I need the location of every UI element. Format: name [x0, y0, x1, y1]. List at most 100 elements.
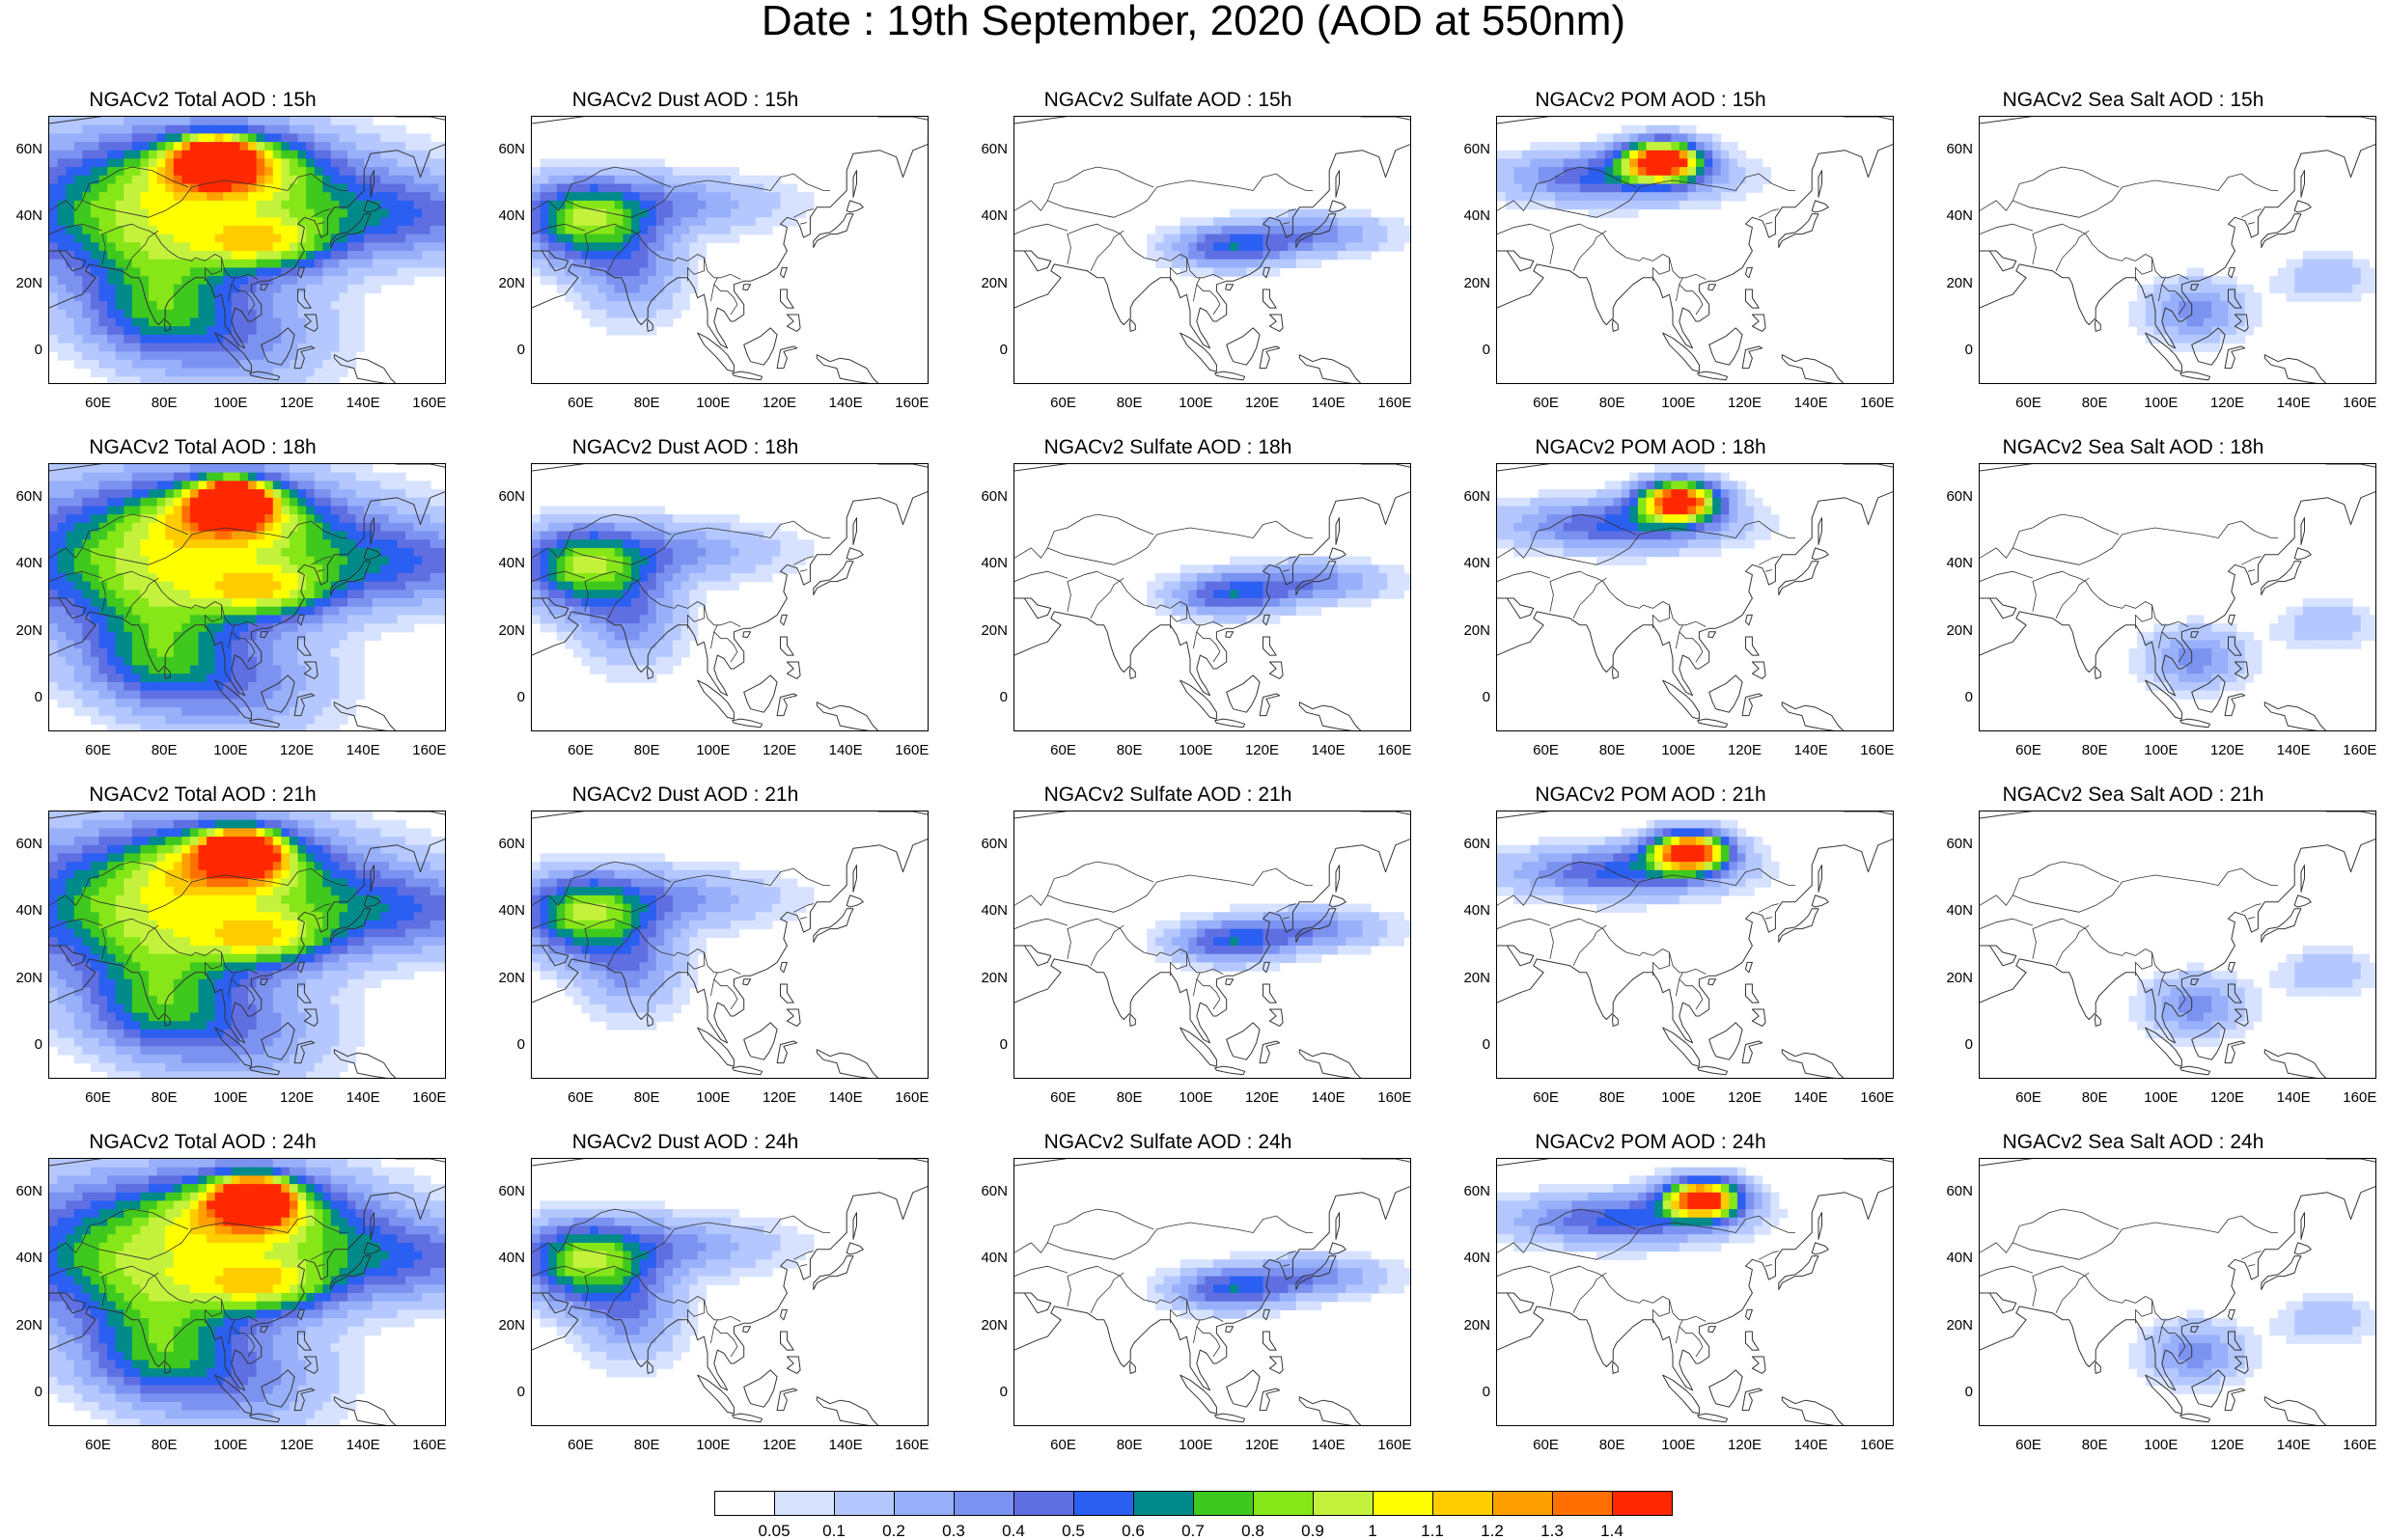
lat-tick-label: 60N [498, 487, 525, 505]
lon-tick-label: 120E [2209, 1437, 2245, 1453]
lat-tick-label: 20N [1946, 969, 1973, 986]
lon-tick-label: 160E [2343, 395, 2377, 411]
coastlines [49, 811, 445, 1078]
lat-tick-label: 0 [34, 342, 42, 359]
map-canvas [1497, 811, 1893, 1078]
map-canvas [1014, 1159, 1410, 1425]
lon-tick-label: 120E [1244, 1089, 1280, 1106]
panel-title: NGACv2 Sea Salt AOD : 15h [2002, 89, 2264, 111]
coastlines [1497, 811, 1893, 1078]
colorbar-swatch [774, 1491, 835, 1516]
panel-title: NGACv2 Total AOD : 18h [89, 436, 317, 458]
lon-tick-label: 160E [1860, 1437, 1895, 1453]
aod-shading [532, 506, 815, 683]
panel-pom-row-3: NGACv2 POM AOD : 21h 60N 40N 20N 0 60E 80E 100E… [1448, 784, 1894, 1131]
lat-tick-label: 40N [1946, 207, 1973, 225]
lat-tick-label: 0 [999, 1384, 1008, 1401]
colorbar-label: 0.9 [1301, 1522, 1324, 1540]
lat-tick-label: 20N [1946, 1316, 1973, 1334]
lat-tick-label: 60N [1463, 835, 1490, 852]
lat-tick-label: 0 [999, 342, 1008, 359]
lat-tick-label: 20N [1463, 1316, 1490, 1334]
aod-shading [2128, 1293, 2375, 1394]
lon-tick-label: 100E [213, 1437, 248, 1453]
lat-tick-label: 0 [1482, 342, 1490, 359]
lon-tick-label: 120E [1727, 395, 1762, 411]
map-canvas [1980, 1159, 2375, 1425]
colorbar-swatch [894, 1491, 955, 1516]
lon-tick-label: 60E [1533, 395, 1559, 411]
lat-tick-label: 60N [15, 1182, 42, 1199]
map-canvas [1980, 811, 2375, 1078]
lat-tick-label: 0 [516, 689, 525, 706]
colorbar-label: 1.2 [1481, 1522, 1504, 1540]
lat-tick-label: 60N [981, 140, 1008, 157]
map-frame [1496, 463, 1894, 731]
aod-shading [1147, 208, 1410, 277]
panel-sea-salt-row-3: NGACv2 Sea Salt AOD : 21h 60N 40N 20N 0 60E 80… [1930, 784, 2376, 1131]
coastlines [1014, 117, 1410, 383]
aod-shading [49, 464, 445, 730]
panel-title: NGACv2 POM AOD : 21h [1535, 784, 1766, 806]
lat-tick-label: 20N [981, 969, 1008, 986]
lat-tick-label: 20N [1463, 274, 1490, 291]
map-canvas [1014, 117, 1410, 383]
lat-tick-label: 40N [498, 1250, 525, 1267]
lon-tick-label: 80E [633, 1437, 660, 1453]
lon-tick-label: 100E [2144, 1437, 2179, 1453]
lat-tick-label: 40N [1463, 207, 1490, 225]
lon-tick-label: 160E [1860, 742, 1895, 758]
lon-tick-label: 80E [151, 742, 178, 758]
map-frame [1013, 116, 1411, 384]
panel-sulfate-row-3: NGACv2 Sulfate AOD : 21h 60N 40N 20N 0 60E 80E… [965, 784, 1411, 1131]
lat-tick-label: 0 [999, 1036, 1008, 1054]
lon-tick-label: 160E [1860, 395, 1895, 411]
map-frame [1013, 463, 1411, 731]
lat-tick-label: 60N [981, 1182, 1008, 1199]
lat-tick-label: 20N [15, 1316, 42, 1334]
lon-tick-label: 80E [1598, 395, 1625, 411]
map-canvas [1014, 464, 1410, 730]
lon-tick-label: 100E [1179, 1437, 1213, 1453]
panel-title: NGACv2 Sulfate AOD : 24h [1043, 1131, 1292, 1153]
lon-tick-label: 60E [2015, 1089, 2041, 1106]
lon-tick-label: 80E [633, 1089, 660, 1106]
map-canvas [49, 464, 445, 730]
map-canvas [1980, 464, 2375, 730]
lon-tick-label: 140E [2276, 1089, 2311, 1106]
map-frame [1979, 1158, 2376, 1426]
lon-tick-label: 80E [633, 395, 660, 411]
lat-tick-label: 0 [1964, 689, 1973, 706]
panel-title: NGACv2 Sulfate AOD : 18h [1043, 436, 1292, 458]
colorbar-label: 1.4 [1600, 1522, 1624, 1540]
lon-tick-label: 160E [412, 395, 447, 411]
lon-tick-label: 120E [1727, 1437, 1762, 1453]
colorbar-label: 1 [1368, 1522, 1377, 1540]
lat-tick-label: 20N [15, 969, 42, 986]
lon-tick-label: 120E [762, 1437, 797, 1453]
lat-tick-label: 0 [1482, 1036, 1490, 1054]
lat-tick-label: 0 [1482, 1384, 1490, 1401]
panel-dust-row-4: NGACv2 Dust AOD : 24h 60N 40N 20N 0 60E 80E 100… [483, 1131, 929, 1478]
panel-sea-salt-row-1: NGACv2 Sea Salt AOD : 15h 60N 40N 20N 0 60E 80… [1930, 89, 2376, 436]
lon-tick-label: 160E [2343, 742, 2377, 758]
panel-pom-row-2: NGACv2 POM AOD : 18h 60N 40N 20N 0 60E 80E 100E… [1448, 436, 1894, 784]
lon-tick-label: 120E [762, 395, 797, 411]
lat-tick-label: 0 [516, 342, 525, 359]
lon-tick-label: 120E [279, 395, 315, 411]
colorbar [714, 1491, 1673, 1518]
lon-tick-label: 100E [1661, 1089, 1696, 1106]
panel-sulfate-row-2: NGACv2 Sulfate AOD : 18h 60N 40N 20N 0 60E 80E… [965, 436, 1411, 784]
lon-tick-label: 100E [2144, 742, 2179, 758]
map-canvas [1497, 464, 1893, 730]
panel-title: NGACv2 Total AOD : 24h [89, 1131, 317, 1153]
panel-dust-row-2: NGACv2 Dust AOD : 18h 60N 40N 20N 0 60E 80E 100… [483, 436, 929, 784]
panel-pom-row-1: NGACv2 POM AOD : 15h 60N 40N 20N 0 60E 80E 100E… [1448, 89, 1894, 436]
lon-tick-label: 120E [279, 742, 315, 758]
panel-total-row-1: NGACv2 Total AOD : 15h 60N 40N 20N 0 60E 80E 10… [0, 89, 446, 436]
lon-tick-label: 140E [1311, 395, 1346, 411]
lat-tick-label: 60N [981, 487, 1008, 505]
map-frame [48, 116, 446, 384]
lat-tick-label: 20N [981, 274, 1008, 291]
colorbar-label: 0.1 [822, 1522, 846, 1540]
